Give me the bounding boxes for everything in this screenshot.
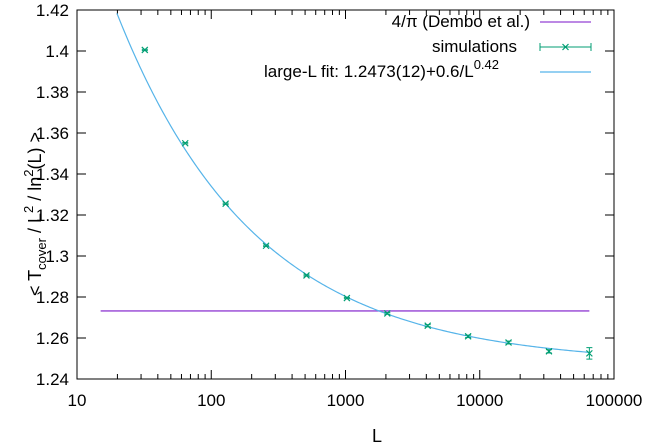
simulation-point [222,200,230,208]
y-tick-label: 1.26 [36,329,69,348]
x-tick-label: 10 [68,391,87,410]
legend-simulation-marker [562,43,569,51]
legend-label-fit: large-L fit: 1.2473(12)+0.6/L0.42 [264,57,499,81]
simulation-point [181,139,189,147]
legend: 4/π (Dembo et al.) simulations large-L f… [264,12,592,81]
y-tick-label: 1.38 [36,83,69,102]
simulation-points [141,46,593,360]
x-axis-title: L [372,426,382,446]
x-tick-label: 1000 [327,391,365,410]
y-tick-label: 1.32 [36,206,69,225]
simulation-point [505,339,512,346]
x-tick-label: 100000 [586,391,643,410]
y-axis-title: < Tcover / L2 / ln2(L) > [21,132,49,296]
y-tick-label: 1.24 [36,370,69,389]
y-tick-labels: 1.24 1.26 1.28 1.3 1.32 1.34 1.36 1.38 1.4 1.42 [36,1,69,389]
simulation-point [343,294,351,302]
simulation-point [585,347,593,360]
plot-area [100,13,593,360]
y-tick-label: 1.3 [45,247,69,266]
simulation-point [464,332,472,340]
legend-label-dembo: 4/π (Dembo et al.) [392,12,530,31]
legend-sample-simulations [539,43,592,51]
y-tick-label: 1.34 [36,165,69,184]
simulation-point [545,347,553,355]
y-tick-label: 1.28 [36,288,69,307]
x-tick-label: 100 [197,391,225,410]
y-tick-label: 1.36 [36,124,69,143]
x-tick-labels: 10 100 1000 10000 100000 [68,391,643,410]
simulation-point [262,242,270,250]
simulation-point [303,272,310,279]
x-tick-label: 10000 [456,391,503,410]
simulation-point [424,322,432,330]
simulation-point [383,309,391,317]
y-tick-label: 1.4 [45,42,69,61]
simulation-point [141,46,149,54]
legend-label-simulations: simulations [432,37,517,56]
y-tick-label: 1.42 [36,1,69,20]
plot-frame [76,9,615,380]
